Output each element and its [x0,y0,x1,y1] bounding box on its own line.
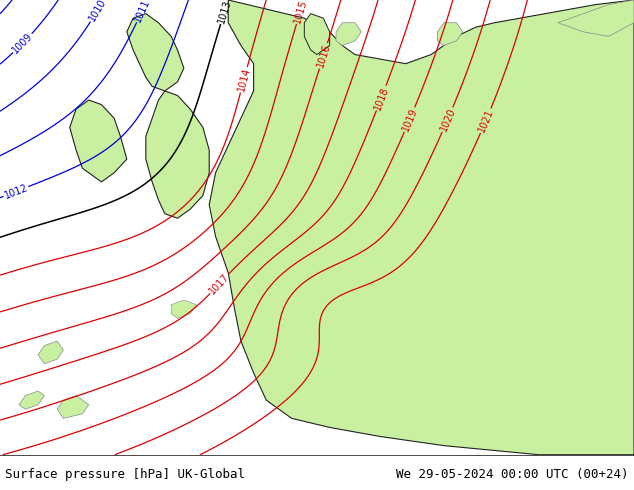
Polygon shape [19,391,44,409]
Polygon shape [558,0,634,36]
Text: Surface pressure [hPa] UK-Global: Surface pressure [hPa] UK-Global [5,467,245,481]
Polygon shape [38,341,63,364]
Text: 1011: 1011 [133,0,152,24]
Text: 1021: 1021 [476,107,495,134]
Text: 1014: 1014 [236,67,252,93]
Polygon shape [209,0,634,455]
Polygon shape [304,14,330,54]
Polygon shape [437,23,463,46]
Polygon shape [70,100,127,182]
Polygon shape [171,300,197,318]
Polygon shape [127,14,184,91]
Text: 1012: 1012 [3,182,29,200]
Text: 1018: 1018 [372,85,391,111]
Text: 1020: 1020 [438,106,457,133]
Text: 1016: 1016 [315,43,332,69]
Text: We 29-05-2024 00:00 UTC (00+24): We 29-05-2024 00:00 UTC (00+24) [396,467,629,481]
Text: 1010: 1010 [87,0,108,24]
Text: 1017: 1017 [207,271,231,296]
Text: 1019: 1019 [400,106,419,133]
Text: 1015: 1015 [292,0,309,24]
Text: 1013: 1013 [216,0,233,24]
Polygon shape [336,23,361,46]
Polygon shape [57,395,89,418]
Text: 1009: 1009 [10,31,35,55]
Polygon shape [146,91,209,218]
